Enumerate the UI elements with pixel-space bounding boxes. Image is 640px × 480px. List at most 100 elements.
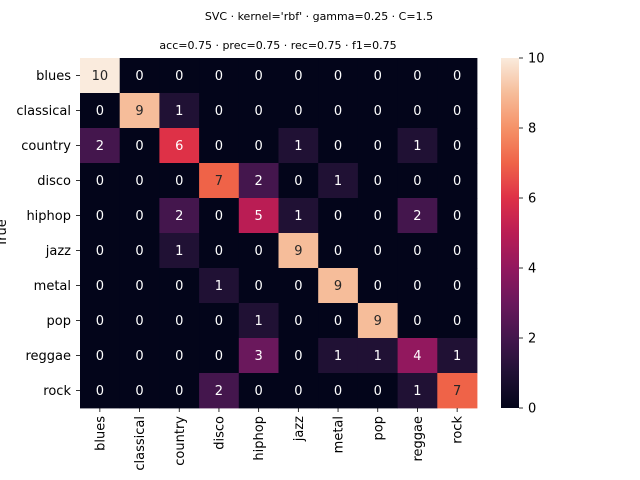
cell-value-reggae-hiphop: 3 [255,349,263,364]
cell-value-disco-country: 0 [175,174,183,189]
cell-value-pop-country: 0 [175,314,183,329]
x-tick-label-jazz: jazz [292,416,307,442]
heatmap-cell-country-reggae [397,128,438,164]
heatmap-cell-jazz-country [159,233,200,269]
heatmap-cell-blues-jazz [278,58,319,94]
heatmap-cell-country-hiphop [238,128,279,164]
cell-value-classical-pop: 0 [374,104,382,119]
cell-value-jazz-blues: 0 [96,244,104,259]
cell-value-metal-pop: 0 [374,279,382,294]
colorbar-gradient [501,58,519,408]
cell-value-classical-classical: 9 [135,104,143,119]
heatmap-cell-classical-country [159,93,200,129]
cell-value-disco-hiphop: 2 [255,174,263,189]
cell-value-reggae-metal: 1 [334,349,342,364]
cell-value-disco-pop: 0 [374,174,382,189]
x-tick-label-disco: disco [212,416,227,450]
cell-value-pop-rock: 0 [453,314,461,329]
cell-value-rock-pop: 0 [374,384,382,399]
cell-value-disco-metal: 1 [334,174,342,189]
heatmap-cell-metal-metal [318,268,359,304]
x-tick-label-hiphop: hiphop [252,416,267,461]
cell-value-reggae-pop: 1 [374,349,382,364]
cell-value-pop-metal: 0 [334,314,342,329]
heatmap-cell-disco-country [159,163,200,199]
heatmap-cell-country-metal [318,128,359,164]
heatmap-cell-metal-classical [119,268,160,304]
cell-value-pop-classical: 0 [135,314,143,329]
colorbar-tick-label-8: 8 [528,122,536,137]
heatmap-cell-rock-metal [318,373,359,409]
cell-value-metal-rock: 0 [453,279,461,294]
heatmap-cell-hiphop-disco [199,198,240,234]
heatmap-cell-blues-hiphop [238,58,279,94]
heatmap-cell-rock-classical [119,373,160,409]
heatmap-cell-country-jazz [278,128,319,164]
cell-value-hiphop-classical: 0 [135,209,143,224]
cell-value-country-country: 6 [175,139,183,154]
heatmap-cell-classical-classical [119,93,160,129]
cell-value-hiphop-country: 2 [175,209,183,224]
cell-value-reggae-classical: 0 [135,349,143,364]
colorbar: 0 2 4 6 8 10 [501,52,545,417]
cell-value-classical-rock: 0 [453,104,461,119]
cell-value-country-hiphop: 0 [255,139,263,154]
cell-value-pop-blues: 0 [96,314,104,329]
y-tick-label-jazz: jazz [45,244,71,259]
heatmap-cell-hiphop-blues [80,198,121,234]
heatmap-cell-reggae-blues [80,338,121,374]
heatmap-cell-pop-country [159,303,200,339]
cell-value-country-pop: 0 [374,139,382,154]
cell-value-reggae-disco: 0 [215,349,223,364]
cell-value-rock-jazz: 0 [294,384,302,399]
cell-value-classical-disco: 0 [215,104,223,119]
cell-value-blues-metal: 0 [334,69,342,84]
y-tick-label-pop: pop [47,314,71,329]
colorbar-tick-label-2: 2 [528,332,536,347]
heatmap-cell-jazz-blues [80,233,121,269]
cell-value-classical-jazz: 0 [294,104,302,119]
cell-value-disco-reggae: 0 [413,174,421,189]
cell-value-country-jazz: 1 [294,139,302,154]
cell-value-disco-blues: 0 [96,174,104,189]
heatmap-cell-metal-reggae [397,268,438,304]
heatmap-cell-country-country [159,128,200,164]
x-tick-label-metal: metal [332,416,347,453]
cell-value-hiphop-hiphop: 5 [255,209,263,224]
heatmap-cell-disco-hiphop [238,163,279,199]
heatmap-cell-blues-blues [80,58,121,94]
x-tick-label-pop: pop [371,416,386,440]
heatmap-cell-hiphop-metal [318,198,359,234]
cell-value-disco-classical: 0 [135,174,143,189]
cell-value-country-reggae: 1 [413,139,421,154]
heatmap-cell-country-rock [437,128,478,164]
x-tick-label-reggae: reggae [411,416,426,462]
cell-value-rock-reggae: 1 [413,384,421,399]
heatmap-cell-jazz-reggae [397,233,438,269]
heatmap-cell-disco-rock [437,163,478,199]
heatmap-cell-reggae-reggae [397,338,438,374]
cell-value-blues-country: 0 [175,69,183,84]
heatmap-cell-country-disco [199,128,240,164]
heatmap-cell-blues-rock [437,58,478,94]
heatmap-cell-reggae-metal [318,338,359,374]
heatmap-cell-reggae-disco [199,338,240,374]
heatmap-cell-reggae-jazz [278,338,319,374]
cell-value-metal-hiphop: 0 [255,279,263,294]
heatmap-cell-blues-disco [199,58,240,94]
cell-value-jazz-jazz: 9 [294,244,302,259]
heatmap-cell-metal-pop [357,268,398,304]
cell-value-rock-disco: 2 [215,384,223,399]
heatmap-cell-rock-disco [199,373,240,409]
cell-value-blues-hiphop: 0 [255,69,263,84]
colorbar-tick-label-10: 10 [528,52,545,67]
cell-value-jazz-reggae: 0 [413,244,421,259]
heatmap-cell-blues-reggae [397,58,438,94]
cell-value-metal-classical: 0 [135,279,143,294]
heatmap-cell-disco-disco [199,163,240,199]
heatmap-cell-pop-classical [119,303,160,339]
heatmap-cell-jazz-metal [318,233,359,269]
cell-value-disco-jazz: 0 [294,174,302,189]
cell-value-jazz-classical: 0 [135,244,143,259]
cell-value-classical-country: 1 [175,104,183,119]
